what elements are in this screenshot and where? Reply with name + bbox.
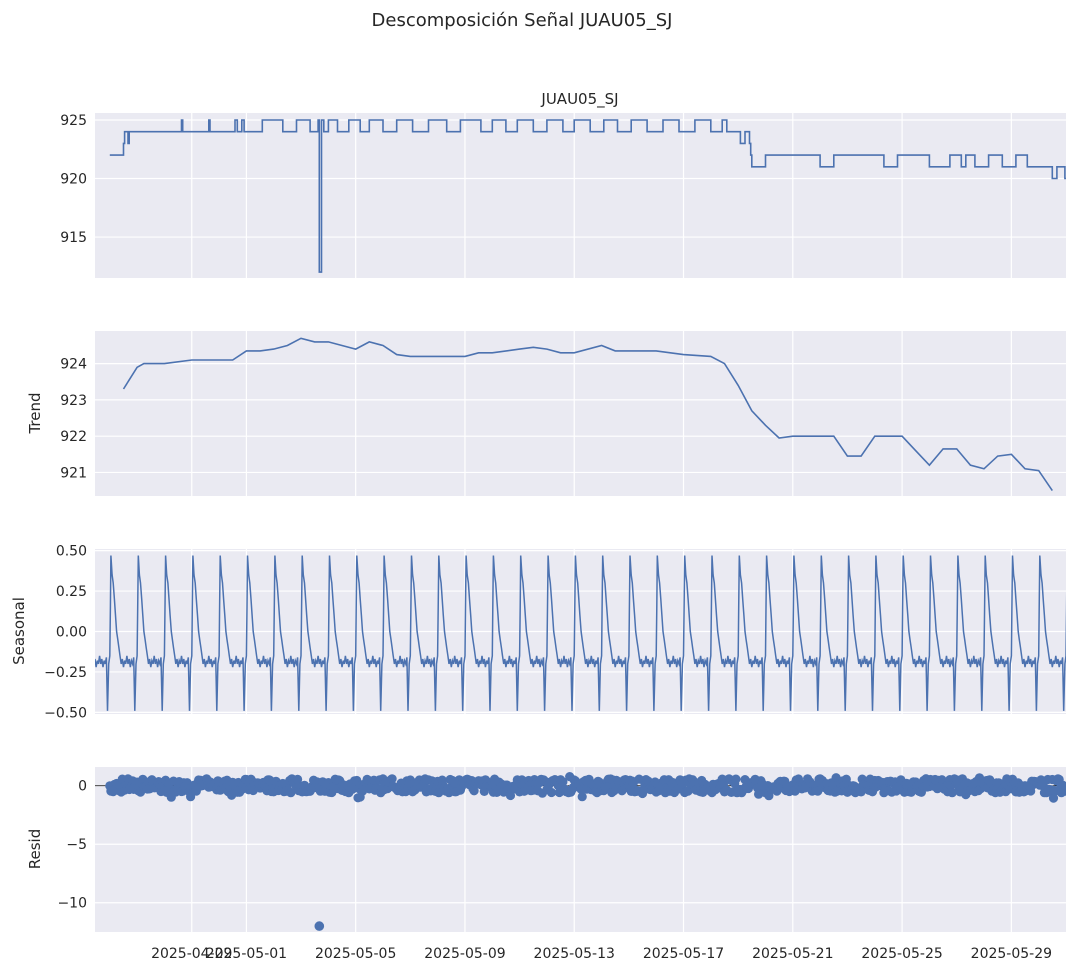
resid-points — [105, 772, 1066, 931]
resid-point — [731, 774, 741, 784]
x-tick-label: 2025-05-13 — [534, 946, 615, 962]
y-tick-label: 925 — [60, 113, 87, 129]
y-tick-label: −10 — [57, 896, 87, 912]
resid-point — [637, 788, 648, 799]
plot-area — [95, 113, 1066, 278]
resid-panel: Resid −10 −5 0 — [26, 767, 1066, 932]
resid-point — [577, 792, 587, 802]
seasonal-ylabel: Seasonal — [10, 597, 28, 665]
resid-point — [683, 786, 693, 796]
y-tick-label: 0.00 — [56, 625, 87, 641]
resid-point — [947, 788, 957, 798]
plot-area — [95, 331, 1066, 496]
resid-point — [1060, 786, 1066, 796]
trend-series-line — [122, 337, 1053, 492]
x-tick-label: 2025-05-01 — [206, 946, 287, 962]
y-tick-label: 0.25 — [56, 584, 87, 600]
gridlines — [95, 113, 1066, 278]
x-tick-label: 2025-05-21 — [752, 946, 833, 962]
y-tick-label: −0.25 — [44, 665, 87, 681]
observed-series-line — [109, 119, 1066, 273]
x-tick-label: 2025-05-05 — [315, 946, 396, 962]
x-tick-label: 2025-05-09 — [424, 946, 505, 962]
trend-panel: Trend 921 922 923 924 — [26, 331, 1066, 496]
resid-point — [558, 777, 568, 787]
y-tick-label: 0.50 — [56, 544, 87, 560]
y-tick-label: −0.50 — [44, 705, 87, 721]
y-tick-label: 0 — [78, 779, 87, 795]
seasonal-series-line — [95, 555, 1066, 711]
x-tick-label: 2025-05-25 — [861, 946, 942, 962]
observed-title: JUAU05_SJ — [540, 90, 618, 109]
y-tick-label: 915 — [60, 230, 87, 246]
figure-title: Descomposición Señal JUAU05_SJ — [372, 10, 673, 31]
resid-point — [387, 774, 397, 784]
resid-point — [469, 786, 479, 796]
observed-panel: JUAU05_SJ 915 920 925 — [60, 90, 1066, 278]
resid-point — [186, 792, 196, 802]
y-tick-label: 923 — [60, 393, 87, 409]
x-tick-label: 2025-05-17 — [643, 946, 724, 962]
resid-point — [1048, 793, 1059, 803]
gridlines — [95, 331, 1066, 496]
resid-point — [293, 774, 303, 785]
x-tick-label: 2025-04-29 — [151, 946, 232, 962]
y-tick-label: 922 — [60, 429, 87, 445]
resid-outlier-point — [314, 921, 325, 931]
y-tick-label: 920 — [60, 172, 87, 188]
trend-ylabel: Trend — [26, 392, 44, 434]
seasonal-panel: Seasonal −0.50 −0.25 0.00 0.25 0.50 — [10, 544, 1066, 721]
x-tick-label: 2025-05-29 — [971, 946, 1052, 962]
resid-ylabel: Resid — [26, 829, 44, 869]
y-tick-label: 924 — [60, 357, 87, 373]
resid-point — [546, 787, 557, 798]
y-tick-label: −5 — [66, 837, 87, 853]
y-tick-label: 921 — [60, 465, 87, 481]
